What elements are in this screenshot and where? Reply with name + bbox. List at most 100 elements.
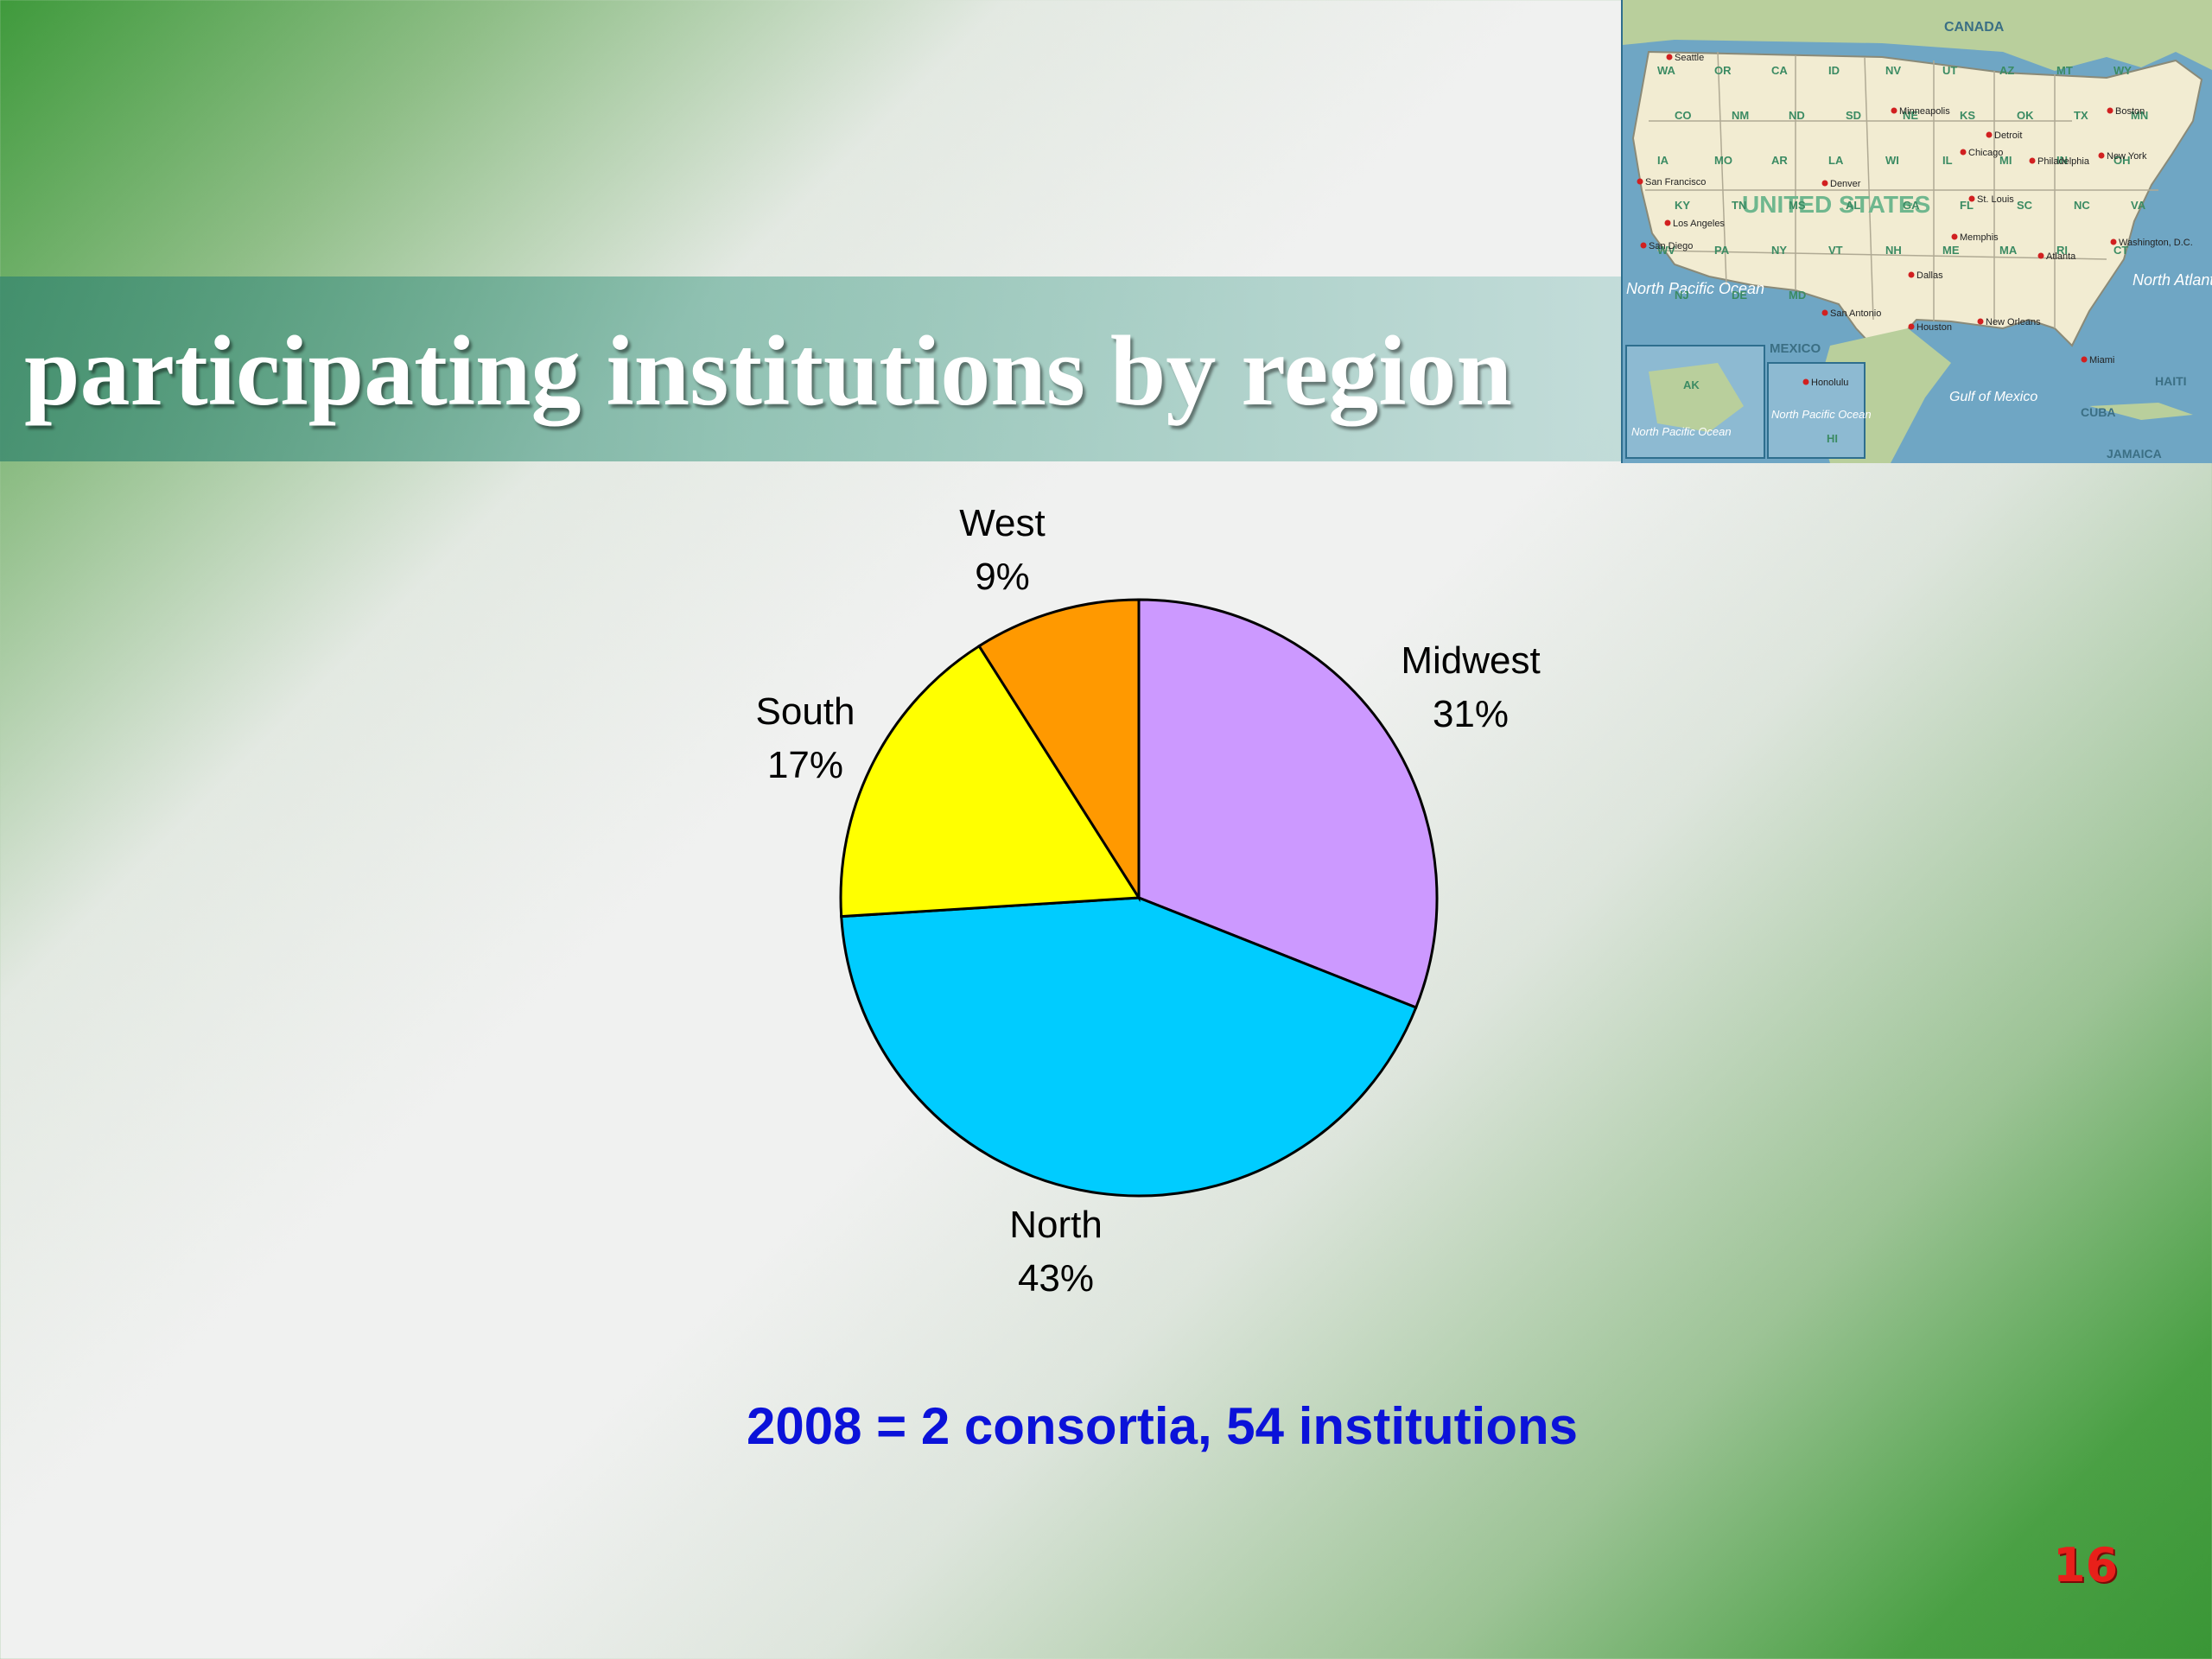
map-city-label: Minneapolis (1899, 106, 1950, 117)
map-city-dot (1968, 195, 1975, 202)
map-state-label: LA (1828, 154, 1844, 167)
map-city-dot (2029, 157, 2036, 164)
map-city-label: Houston (1916, 322, 1952, 333)
map-state-label: NE (1903, 109, 1918, 122)
map-water-label: Gulf of Mexico (1949, 390, 2037, 404)
map-state-label: DE (1732, 289, 1747, 302)
map-state-label: TN (1732, 199, 1746, 212)
map-state-label: NM (1732, 109, 1749, 122)
us-map-image: CANADA UNITED STATES MEXICO CUBA HAITI JAMAIC… (1621, 0, 2212, 463)
map-cuba-region (2089, 403, 2193, 420)
map-city-dot (1977, 318, 1984, 325)
map-state-label: WA (1657, 64, 1676, 77)
map-water-label: North Pacific Ocean (1631, 425, 1732, 438)
map-city-dot (1664, 219, 1671, 226)
page-number: 16 (2053, 1538, 2119, 1592)
map-state-label: SD (1846, 109, 1861, 122)
map-state-label: IL (1942, 154, 1953, 167)
map-state-label: ND (1789, 109, 1805, 122)
map-state-borders (1645, 51, 2158, 328)
map-state-label: AK (1683, 378, 1700, 391)
map-state-label: UT (1942, 64, 1957, 77)
map-state-label: FL (1960, 199, 1974, 212)
pie-slice-north (840, 896, 1418, 1198)
map-state-label: NC (2074, 199, 2090, 212)
map-country-label: UNITED STATES (1742, 191, 1930, 218)
map-city-label: Atlanta (2046, 251, 2076, 262)
slide-title: participating institutions by region (24, 316, 1512, 427)
map-city-dot (2110, 238, 2117, 245)
map-state-label: IN (2056, 154, 2068, 167)
map-state-label: PA (1714, 244, 1730, 257)
map-state-label: WI (1885, 154, 1899, 167)
slide-caption: 2008 = 2 consortia, 54 institutions (747, 1397, 1578, 1455)
map-state-label: AZ (1999, 64, 2014, 77)
map-state-label: CT (2113, 244, 2128, 257)
title-band (0, 276, 1621, 461)
map-state-label: MD (1789, 289, 1806, 302)
map-state-label: MN (2131, 109, 2148, 122)
map-state-label: AR (1771, 154, 1788, 167)
map-state-label: NV (1885, 64, 1901, 77)
map-city-dot (1908, 323, 1915, 330)
pie-value-south: 17% (767, 744, 843, 786)
map-state-label: SC (2017, 199, 2033, 212)
map-state-label: MT (2056, 64, 2073, 77)
map-city-dot (2107, 107, 2113, 114)
map-city-label: Boston (2115, 106, 2145, 117)
map-alaska-land (1649, 363, 1744, 432)
map-state-label: MO (1714, 154, 1732, 167)
map-state-label: NJ (1675, 289, 1689, 302)
map-city-dot (2081, 356, 2088, 363)
pie-slice-west (977, 598, 1141, 903)
map-state-label: WY (2113, 64, 2132, 77)
map-city-dot (1951, 233, 1958, 240)
map-city-label: Chicago (1968, 148, 2003, 158)
map-state-label: ME (1942, 244, 1960, 257)
map-city-label: New Orleans (1986, 317, 2041, 327)
map-state-label: IA (1657, 154, 1669, 167)
map-country-label: HAITI (2155, 374, 2187, 388)
pie-value-north: 43% (1018, 1257, 1094, 1300)
map-country-label: JAMAICA (2107, 447, 2162, 461)
map-state-label: VT (1828, 244, 1843, 257)
pie-value-west: 9% (975, 556, 1030, 598)
map-state-label: ID (1828, 64, 1840, 77)
map-state-label: MA (1999, 244, 2018, 257)
map-state-label: CA (1771, 64, 1788, 77)
map-state-label: NY (1771, 244, 1787, 257)
map-city-label: Miami (2089, 355, 2114, 365)
map-state-label: OH (2113, 154, 2131, 167)
map-city-dot (1666, 54, 1673, 60)
map-state-label: TX (2074, 109, 2088, 122)
map-state-label: OR (1714, 64, 1732, 77)
map-city-label: San Francisco (1645, 177, 1706, 188)
map-city-dot (1640, 242, 1647, 249)
map-city-label: Honolulu (1811, 378, 1848, 388)
map-city-dot (1821, 180, 1828, 187)
map-city-dot (1637, 178, 1643, 185)
pie-label-south: South (756, 690, 855, 733)
pie-label-midwest: Midwest (1401, 639, 1540, 682)
map-city-dot (1802, 378, 1809, 385)
pie-label-north: North (1009, 1204, 1103, 1246)
map-city-dot (2098, 152, 2105, 159)
map-state-label: NH (1885, 244, 1902, 257)
map-state-label: RI (2056, 244, 2068, 257)
map-state-label: OK (2017, 109, 2034, 122)
map-canada-region (1623, 0, 2212, 71)
map-state-label: CO (1675, 109, 1692, 122)
map-city-label: Dallas (1916, 270, 1943, 281)
map-city-label: St. Louis (1977, 194, 2014, 205)
map-water-label: North Atlantic Ocean (2133, 271, 2212, 289)
map-city-label: San Diego (1649, 241, 1693, 251)
map-city-label: Philadelphia (2037, 156, 2090, 167)
map-state-label: GA (1903, 199, 1920, 212)
map-labels: CANADA UNITED STATES MEXICO CUBA HAITI JAMAIC… (1626, 20, 2212, 461)
map-country-label: CANADA (1944, 20, 2005, 35)
map-state-label: KS (1960, 109, 1975, 122)
map-city-label: Los Angeles (1673, 219, 1725, 229)
map-city-label: Denver (1830, 179, 1861, 189)
map-city-label: Seattle (1675, 53, 1704, 63)
map-usa-land (1631, 50, 2203, 358)
